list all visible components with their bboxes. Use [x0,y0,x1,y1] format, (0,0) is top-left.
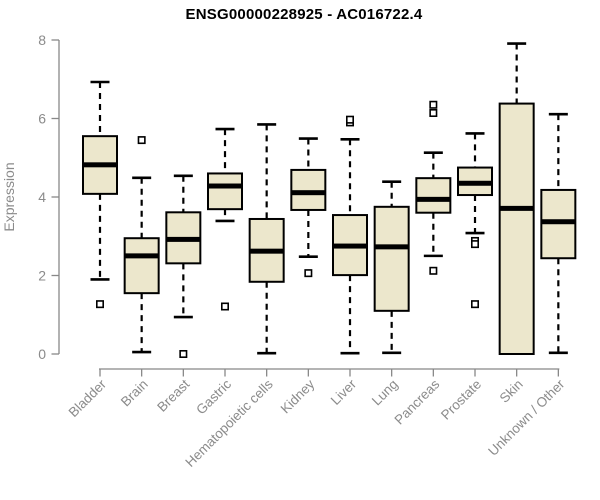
x-tick-label-pancreas: Pancreas [392,376,443,427]
boxplot-liver [332,115,369,355]
outlier-point [96,300,105,309]
outlier-point [221,302,230,311]
median-line [208,183,243,189]
y-tick-label: 8 [38,32,46,48]
median-line [416,196,451,202]
x-tick-label-prostate: Prostate [438,377,484,423]
boxplot-lung [373,180,410,355]
x-tick-label-unknown-other: Unknown / Other [485,376,568,459]
x-tick-label-lung: Lung [369,377,401,409]
boxplot-pancreas [415,100,452,275]
x-tick-label-skin: Skin [497,377,526,406]
boxplot-prostate [457,132,494,309]
boxplot-gastric [207,127,244,311]
median-line [249,248,284,254]
median-line [458,180,493,186]
median-line [124,253,159,259]
outlier-point [137,136,146,145]
iqr-box [373,205,410,312]
x-tick-label-liver: Liver [328,376,360,408]
y-tick-label: 2 [38,268,46,284]
y-tick-label: 0 [38,346,46,362]
iqr-box [207,172,244,211]
outlier-point [429,109,438,118]
iqr-box [498,102,535,355]
outlier-point [346,115,355,124]
boxplot-unknown-other [540,112,577,355]
iqr-box [123,237,160,295]
outlier-point [429,100,438,109]
x-tick-label-gastric: Gastric [193,376,234,417]
median-line [499,205,534,211]
median-line [291,190,326,196]
x-tick-label-kidney: Kidney [278,376,318,416]
boxplot-hematopoietic-cells [248,123,285,355]
y-tick-label: 4 [38,189,46,205]
outlier-point [304,269,313,278]
boxplot-kidney [290,137,327,278]
outlier-point [429,266,438,275]
y-tick-label: 6 [38,111,46,127]
y-axis-label: Expression [1,162,17,231]
iqr-box [415,177,452,214]
x-tick-label-breast: Breast [154,376,192,414]
x-tick-label-brain: Brain [118,377,151,410]
outlier-point [471,300,480,309]
outlier-point [179,349,188,358]
boxplot-skin [498,42,535,355]
median-line [374,244,409,250]
y-axis: 0 2 4 6 8 Expression [1,32,60,362]
median-line [333,243,368,249]
median-line [166,236,201,242]
outlier-point [471,240,480,249]
median-line [541,219,576,225]
x-tick-label-bladder: Bladder [66,376,110,420]
boxplot-bladder [82,80,118,309]
boxplot-brain [123,136,160,354]
iqr-box [290,168,327,211]
median-line [83,162,117,168]
boxplot-breast [165,174,202,358]
chart-title: ENSG00000228925 - AC016722.4 [185,6,423,23]
